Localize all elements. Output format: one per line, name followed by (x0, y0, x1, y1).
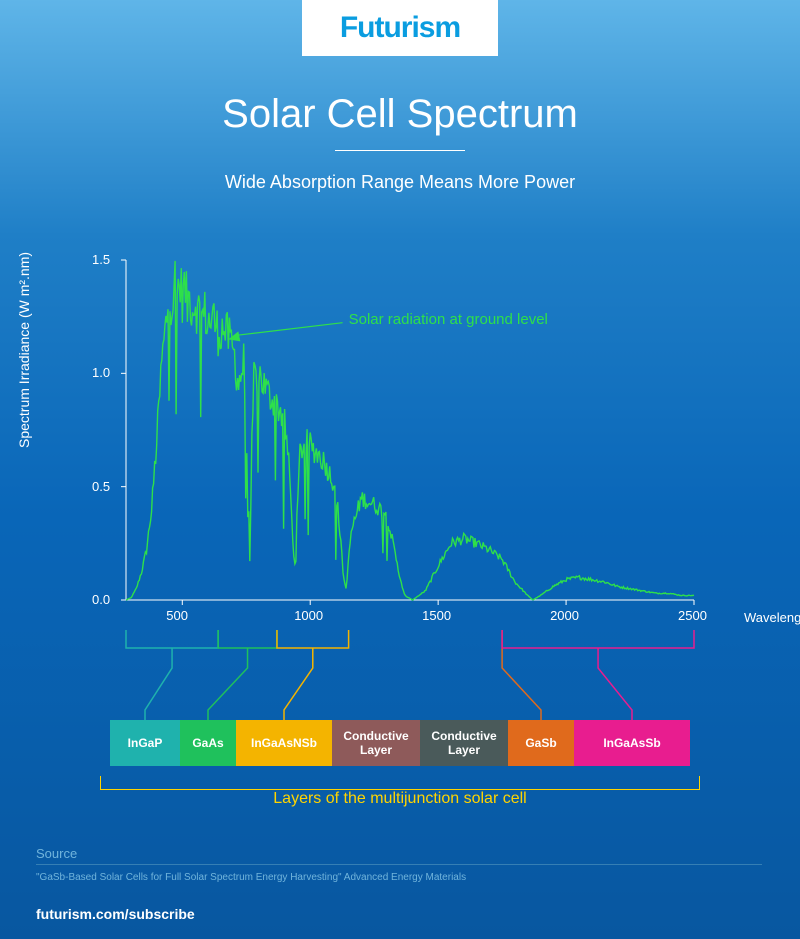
x-tick-label: 1500 (422, 608, 451, 623)
layer-box: InGaP (110, 720, 180, 766)
logo-text: Futurism (340, 11, 460, 45)
logo-box: Futurism (302, 0, 498, 56)
footer-url: futurism.com/subscribe (36, 906, 195, 922)
y-tick-label: 0.0 (92, 592, 110, 607)
layer-label: Conductive Layer (336, 729, 416, 758)
source-heading: Source (36, 846, 77, 861)
layer-box: GaAs (180, 720, 236, 766)
source-text: "GaSb-Based Solar Cells for Full Solar S… (36, 872, 466, 883)
spectrum-chart-svg (64, 250, 736, 630)
page-title: Solar Cell Spectrum (0, 92, 800, 137)
layer-label: InGaP (128, 736, 163, 750)
y-axis-label: Spectrum Irradiance (W m².nm) (16, 252, 32, 448)
layers-row: InGaP GaAs InGaAsNSb Conductive Layer Conduc… (110, 720, 690, 766)
title-rule (335, 150, 465, 151)
layer-label: InGaAsSb (603, 736, 660, 750)
spectrum-chart: Spectrum Irradiance (W m².nm) Wavelength… (64, 250, 736, 630)
chart-annotation: Solar radiation at ground level (349, 311, 548, 328)
layer-box: GaSb (508, 720, 574, 766)
x-tick-label: 2000 (550, 608, 579, 623)
y-tick-label: 1.0 (92, 365, 110, 380)
layer-label: GaAs (192, 736, 223, 750)
page-subtitle: Wide Absorption Range Means More Power (0, 172, 800, 193)
layer-box: InGaAsNSb (236, 720, 332, 766)
layer-box: Conductive Layer (332, 720, 420, 766)
layer-label: Conductive Layer (424, 729, 504, 758)
source-rule (36, 864, 762, 865)
layer-label: GaSb (525, 736, 556, 750)
layer-box: InGaAsSb (574, 720, 690, 766)
layers-caption: Layers of the multijunction solar cell (0, 790, 800, 808)
x-tick-label: 1000 (294, 608, 323, 623)
y-tick-label: 0.5 (92, 479, 110, 494)
layer-label: InGaAsNSb (251, 736, 317, 750)
x-tick-label: 500 (166, 608, 188, 623)
layers-bracket (100, 776, 700, 790)
layer-box: Conductive Layer (420, 720, 508, 766)
y-tick-label: 1.5 (92, 252, 110, 267)
x-axis-label: Wavelength (nm) (744, 610, 800, 625)
x-tick-label: 2500 (678, 608, 707, 623)
